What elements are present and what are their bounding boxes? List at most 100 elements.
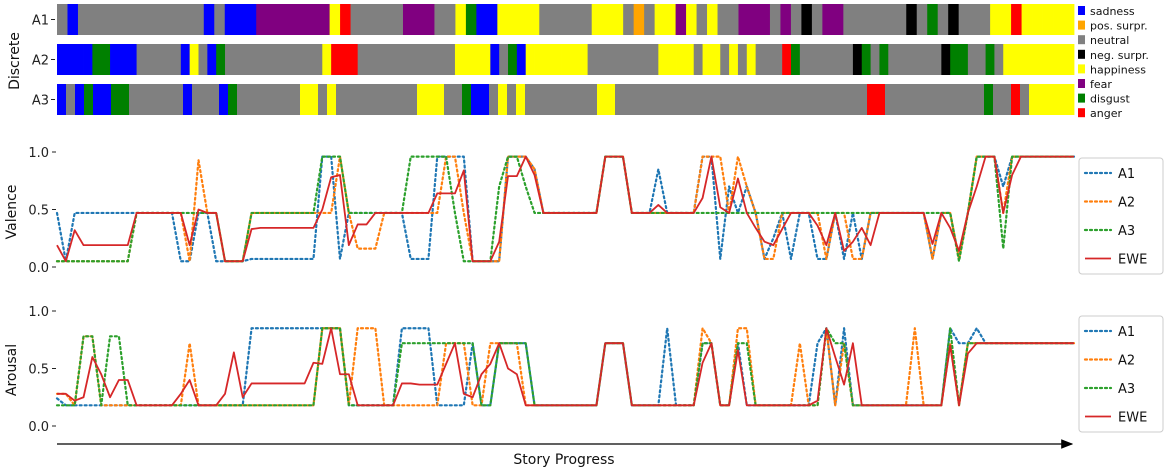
emotion-cell <box>508 44 518 75</box>
emotion-cell <box>401 44 412 75</box>
valence-series-a2 <box>55 155 1076 263</box>
emotion-cell <box>129 84 139 115</box>
emotion-cell <box>790 4 802 35</box>
emotion-cell <box>110 44 120 75</box>
emotion-cell <box>93 84 103 115</box>
legend-swatch <box>1078 108 1085 118</box>
emotion-cell <box>189 44 199 75</box>
emotion-cell <box>329 4 341 35</box>
emotion-cell <box>273 84 283 115</box>
emotion-cell <box>454 44 465 75</box>
emotion-cell <box>768 84 778 115</box>
legend-swatch <box>1078 79 1085 88</box>
emotion-cell <box>304 44 314 75</box>
emotion-cell <box>588 84 598 115</box>
emotion-cell <box>453 84 463 115</box>
emotion-cell <box>969 4 981 35</box>
emotion-cell <box>1038 84 1048 115</box>
emotion-cell <box>831 84 841 115</box>
emotion-cell <box>649 44 659 75</box>
emotion-cell <box>145 44 155 75</box>
emotion-cell <box>579 84 589 115</box>
emotion-cell <box>476 4 488 35</box>
emotion-cell <box>345 84 355 115</box>
emotion-cell <box>354 84 364 115</box>
emotion-cell <box>435 84 445 115</box>
emotion-cell <box>923 44 933 75</box>
emotion-cell <box>1047 84 1057 115</box>
emotion-cell <box>269 44 279 75</box>
emotion-cell <box>402 4 414 35</box>
emotion-cell <box>660 84 670 115</box>
arousal-axis-label: Arousal <box>4 344 20 396</box>
emotion-cell <box>516 84 526 115</box>
valence-axis-label: Valence <box>4 185 20 240</box>
emotion-cell <box>622 44 633 75</box>
emotion-cell <box>66 84 76 115</box>
emotion-cell <box>1056 44 1066 75</box>
emotion-cell <box>570 84 580 115</box>
emotion-cell <box>624 84 634 115</box>
emotion-cell <box>171 44 182 75</box>
emotion-cell <box>602 4 614 35</box>
emotion-cell <box>75 84 85 115</box>
emotion-cell <box>486 4 498 35</box>
emotion-cell <box>967 44 978 75</box>
emotion-cell <box>246 84 256 115</box>
emotion-cell <box>799 44 810 75</box>
emotion-cell <box>773 44 783 75</box>
emotion-cell <box>808 44 818 75</box>
emotion-cell <box>696 4 708 35</box>
emotion-cell <box>426 84 436 115</box>
emotion-cell <box>350 4 362 35</box>
emotion-cell <box>266 4 278 35</box>
emotion-cell <box>322 44 332 75</box>
emotion-cell <box>287 4 299 35</box>
emotion-cell <box>633 4 645 35</box>
emotion-cell <box>696 84 706 115</box>
emotion-cell <box>490 44 500 75</box>
emotion-cell <box>728 4 739 35</box>
emotion-cell <box>147 84 157 115</box>
emotion-cell <box>92 44 102 75</box>
arousal-ytick-label: 0.0 <box>28 420 49 435</box>
emotion-cell <box>203 4 215 35</box>
emotion-cell <box>832 4 844 35</box>
emotion-cell <box>140 4 152 35</box>
emotion-cell <box>480 84 490 115</box>
emotion-cell <box>182 4 194 35</box>
emotion-cell <box>463 44 474 75</box>
emotion-cell <box>216 44 226 75</box>
emotion-cell <box>309 84 319 115</box>
emotion-cell <box>308 4 320 35</box>
emotion-cell <box>605 44 615 75</box>
emotion-cell <box>282 84 292 115</box>
emotion-cell <box>642 84 652 115</box>
emotion-cell <box>861 44 871 75</box>
legend-label: pos. surpr. <box>1090 20 1148 33</box>
arousal-legend: A1 A2 A3 EWE <box>1078 315 1164 433</box>
emotion-cell <box>363 84 373 115</box>
legend-label: happiness <box>1090 63 1146 76</box>
legend-swatch <box>1078 93 1085 103</box>
emotion-cell <box>393 44 403 75</box>
legend-swatch <box>1078 35 1085 45</box>
emotion-cell <box>906 4 918 35</box>
emotion-cell <box>534 44 544 75</box>
emotion-cell <box>885 4 897 35</box>
emotion-cell <box>587 44 597 75</box>
emotion-cell <box>895 4 907 35</box>
emotion-cell <box>844 44 854 75</box>
emotion-cell <box>948 4 960 35</box>
emotion-cell <box>518 4 530 35</box>
emotion-cell <box>465 4 477 35</box>
emotion-cell <box>77 4 89 35</box>
emotion-cell <box>111 84 121 115</box>
emotion-cell <box>549 4 561 35</box>
legend-swatch <box>1078 49 1085 59</box>
emotion-cell <box>298 4 310 35</box>
emotion-cell <box>676 44 686 75</box>
emotion-cell <box>130 4 142 35</box>
emotion-cell <box>286 44 297 75</box>
emotion-cell <box>291 84 301 115</box>
